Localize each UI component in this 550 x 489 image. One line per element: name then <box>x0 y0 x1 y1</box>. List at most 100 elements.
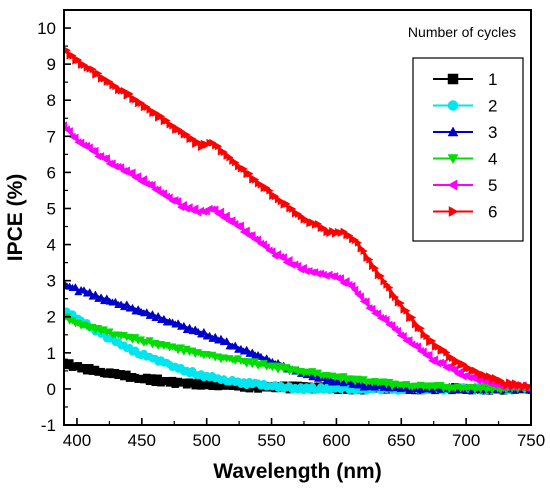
legend-item: 3 <box>433 123 497 142</box>
series-5-point <box>179 200 187 209</box>
legend-label: 2 <box>488 97 497 116</box>
series-4-point <box>251 358 260 366</box>
x-tick-label: 400 <box>63 431 91 450</box>
series-3-point <box>231 341 240 349</box>
y-tick-label: -1 <box>41 416 56 435</box>
series-3-point <box>199 327 208 336</box>
axis-ticks: 400 450 500 550 600 650 700 750 -1 0 1 2 3 4 5 6 7 8 9 10 <box>37 19 545 450</box>
series-4-point <box>385 379 394 387</box>
series-5-point <box>248 231 256 240</box>
legend-item: 6 <box>433 203 497 222</box>
series-6-point <box>386 283 394 292</box>
series-6-point <box>371 264 380 273</box>
series-6-point <box>423 332 431 341</box>
series-5-point <box>108 159 116 168</box>
series-5-point <box>174 197 182 206</box>
series-6-point <box>397 299 405 308</box>
series-4-point <box>145 337 154 345</box>
series-5-point <box>191 204 199 213</box>
series-6-point <box>409 313 417 322</box>
series-6-point <box>360 247 368 256</box>
series-5-point <box>348 281 356 290</box>
legend-marker <box>447 126 459 137</box>
series-4-point <box>282 364 291 372</box>
legend-item: 4 <box>433 150 497 169</box>
series-5-point <box>128 168 136 177</box>
series-5-point <box>228 216 236 225</box>
legend-label: 1 <box>488 70 497 89</box>
legend-item: 5 <box>433 176 497 195</box>
y-tick-label: 0 <box>47 380 56 399</box>
legend: 1 2 3 4 5 6 <box>412 57 524 242</box>
series-5-point <box>134 172 142 181</box>
series-5-point <box>102 154 110 163</box>
series-5-point <box>116 163 125 172</box>
series-5-point <box>362 297 370 306</box>
series-3-point <box>242 345 251 353</box>
series-5-point <box>299 263 307 272</box>
series-5-point <box>165 193 173 202</box>
series-4 <box>64 313 531 395</box>
series-3-point <box>91 290 100 298</box>
x-tick-label: 450 <box>128 431 156 450</box>
series-5-point <box>154 185 162 194</box>
series-6-point <box>366 255 374 264</box>
legend-label: 5 <box>488 176 497 195</box>
series-5-point <box>368 304 376 313</box>
legend-label: 3 <box>488 123 497 142</box>
series-4-point <box>271 362 280 370</box>
legend-marker <box>447 179 458 191</box>
series-5-point <box>350 285 359 294</box>
y-tick-label: 6 <box>47 163 56 182</box>
series-6-point <box>354 238 363 247</box>
series-6 <box>64 46 531 392</box>
series-5-point <box>71 133 79 142</box>
series-5-point <box>430 355 439 364</box>
x-tick-label: 550 <box>257 431 285 450</box>
series-5-point <box>373 309 382 318</box>
series-5-point <box>236 221 245 230</box>
series-layer <box>64 46 531 395</box>
series-5-point <box>413 342 422 351</box>
series-5-point <box>279 253 287 262</box>
series-6-point <box>526 383 531 392</box>
legend-marker <box>447 73 459 85</box>
series-5-point <box>262 243 270 252</box>
series-3-point <box>222 337 231 345</box>
series-4-point <box>176 344 186 352</box>
series-5-point <box>425 350 433 359</box>
legend-box <box>412 57 524 242</box>
legend-marker <box>448 206 459 217</box>
series-5-point <box>419 347 427 356</box>
series-3-point <box>179 321 188 329</box>
y-tick-label: 1 <box>47 344 56 363</box>
legend-marker <box>447 100 459 111</box>
series-5-point <box>356 292 364 301</box>
legend-label: 4 <box>488 150 497 169</box>
series-5-point <box>268 247 276 256</box>
series-3-point <box>71 283 80 291</box>
series-3-point <box>154 311 163 320</box>
series-5-point <box>216 207 225 216</box>
x-tick-label: 600 <box>322 431 350 450</box>
x-tick-label: 700 <box>452 431 480 450</box>
series-5-point <box>285 255 293 264</box>
series-5-point <box>65 126 73 136</box>
y-tick-label: 3 <box>47 272 56 291</box>
legend-marker <box>447 154 459 165</box>
y-tick-label: 9 <box>47 55 56 74</box>
y-tick-label: 2 <box>47 308 56 327</box>
x-axis-title: Wavelength (nm) <box>213 460 381 483</box>
series-5-point <box>336 274 344 283</box>
series-5-point <box>342 276 350 286</box>
y-tick-label: 8 <box>47 91 56 110</box>
series-5-point <box>91 146 99 155</box>
series-5-point <box>399 331 407 341</box>
series-4-point <box>339 373 348 381</box>
y-tick-label: 10 <box>37 19 56 38</box>
y-tick-label: 7 <box>47 127 56 146</box>
series-6-point <box>391 293 400 302</box>
series-6-point <box>429 336 437 345</box>
legend-label: 6 <box>488 203 497 222</box>
